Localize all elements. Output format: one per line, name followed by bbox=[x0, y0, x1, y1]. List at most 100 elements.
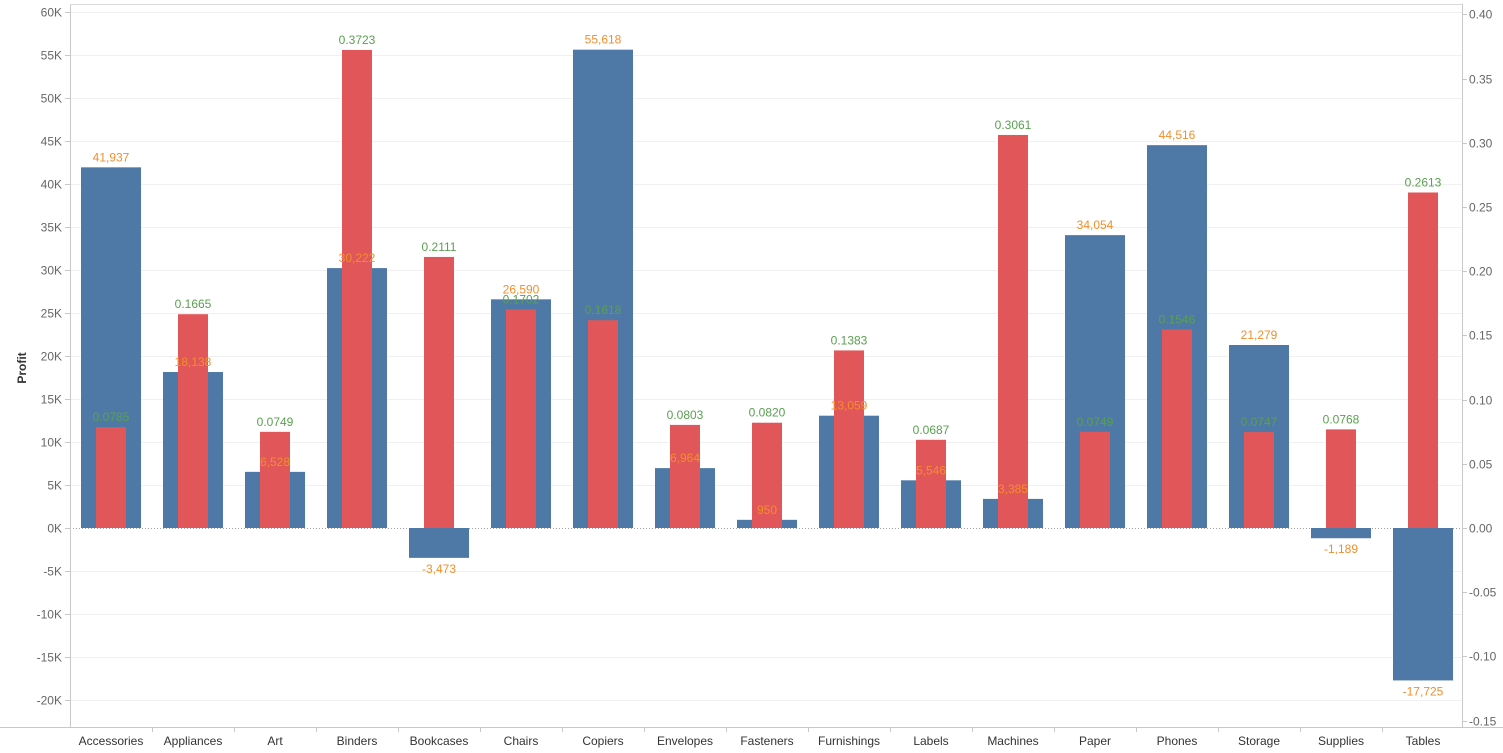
category-label: Accessories bbox=[79, 734, 144, 748]
right-tick-label: -0.05 bbox=[1469, 586, 1497, 600]
ratio-bar bbox=[752, 422, 782, 528]
right-tick-label: 0.15 bbox=[1469, 329, 1493, 343]
right-tick-label: 0.40 bbox=[1469, 8, 1493, 22]
left-tick-label: -5K bbox=[43, 565, 62, 579]
ratio-bar bbox=[916, 439, 946, 528]
profit-bars bbox=[81, 49, 1453, 681]
profit-value-label: 30,222 bbox=[339, 251, 376, 265]
ratio-bar bbox=[342, 49, 372, 529]
category-label: Fasteners bbox=[740, 734, 793, 748]
ratio-bar bbox=[670, 424, 700, 528]
ratio-bar bbox=[506, 309, 536, 528]
ratio-bar bbox=[1244, 432, 1274, 528]
left-tick-label: 60K bbox=[41, 6, 62, 20]
ratio-bar bbox=[1326, 429, 1356, 528]
left-tick-label: 20K bbox=[41, 350, 62, 364]
category-label: Copiers bbox=[582, 734, 623, 748]
ratio-value-label: 0.2613 bbox=[1405, 175, 1442, 189]
left-tick-label: 0K bbox=[47, 522, 62, 536]
left-tick-label: 50K bbox=[41, 92, 62, 106]
category-label: Furnishings bbox=[818, 734, 880, 748]
profit-value-label: 6,964 bbox=[670, 451, 700, 465]
left-tick-label: 25K bbox=[41, 307, 62, 321]
data-labels: 41,937 0.0785 18,138 0.1665 6,528 0.0749 30,22… bbox=[93, 33, 1444, 699]
profit-value-label: 55,618 bbox=[585, 33, 622, 47]
right-tick-label: 0.35 bbox=[1469, 73, 1493, 87]
right-tick-label: 0.30 bbox=[1469, 137, 1493, 151]
profit-value-label: -3,473 bbox=[422, 562, 456, 576]
right-tick-label: 0.10 bbox=[1469, 394, 1493, 408]
ratio-bar bbox=[260, 431, 290, 528]
category-label: Phones bbox=[1157, 734, 1198, 748]
left-tick-label: 40K bbox=[41, 178, 62, 192]
ratio-value-label: 0.0785 bbox=[93, 410, 130, 424]
right-tick-label: -0.15 bbox=[1469, 715, 1497, 729]
category-label: Appliances bbox=[164, 734, 223, 748]
ratio-value-label: 0.1702 bbox=[503, 292, 540, 306]
left-tick-label: -10K bbox=[37, 608, 62, 622]
right-tick-label: 0.25 bbox=[1469, 201, 1493, 215]
ratio-value-label: 0.1383 bbox=[831, 333, 868, 347]
ratio-value-label: 0.0749 bbox=[1077, 415, 1114, 429]
ratio-bar bbox=[424, 256, 454, 528]
left-tick-label: 5K bbox=[47, 479, 62, 493]
ratio-value-label: 0.0820 bbox=[749, 406, 786, 420]
ratio-bar bbox=[1080, 431, 1110, 528]
ratio-bar bbox=[1162, 329, 1192, 528]
profit-value-label: 41,937 bbox=[93, 150, 130, 164]
ratio-value-label: 0.2111 bbox=[422, 240, 457, 254]
category-label: Supplies bbox=[1318, 734, 1364, 748]
ratio-bar bbox=[834, 350, 864, 528]
left-tick-label: 35K bbox=[41, 221, 62, 235]
category-label: Storage bbox=[1238, 734, 1280, 748]
ratio-value-label: 0.1665 bbox=[175, 297, 212, 311]
ratio-bar bbox=[178, 314, 208, 528]
ratio-value-label: 0.1546 bbox=[1159, 312, 1196, 326]
profit-bar bbox=[1311, 528, 1371, 539]
ratio-value-label: 0.0803 bbox=[667, 408, 704, 422]
profit-value-label: 3,385 bbox=[998, 482, 1028, 496]
profit-value-label: 13,059 bbox=[831, 399, 868, 413]
profit-bar bbox=[409, 528, 469, 558]
profit-value-label: 5,546 bbox=[916, 463, 946, 477]
ratio-bar bbox=[1408, 192, 1438, 529]
ratio-value-label: 0.0747 bbox=[1241, 415, 1278, 429]
profit-value-label: 44,516 bbox=[1159, 128, 1196, 142]
category-label: Binders bbox=[337, 734, 378, 748]
category-label: Chairs bbox=[504, 734, 539, 748]
category-label: Tables bbox=[1406, 734, 1441, 748]
ratio-bar bbox=[588, 320, 618, 528]
category-label: Envelopes bbox=[657, 734, 713, 748]
left-tick-label: -15K bbox=[37, 651, 62, 665]
category-label: Machines bbox=[987, 734, 1038, 748]
profit-value-label: 18,138 bbox=[175, 355, 212, 369]
ratio-value-label: 0.0768 bbox=[1323, 412, 1360, 426]
ratio-bar bbox=[96, 427, 126, 528]
ratio-value-label: 0.0749 bbox=[257, 415, 294, 429]
ratio-value-label: 0.0687 bbox=[913, 423, 950, 437]
profit-value-label: 21,279 bbox=[1241, 328, 1278, 342]
ratio-value-label: 0.1618 bbox=[585, 303, 622, 317]
profit-value-label: -17,725 bbox=[1403, 684, 1444, 698]
profit-value-label: 6,528 bbox=[260, 455, 290, 469]
left-tick-label: 30K bbox=[41, 264, 62, 278]
ratio-value-label: 0.3061 bbox=[995, 118, 1032, 132]
right-tick-label: 0.20 bbox=[1469, 265, 1493, 279]
ratio-value-label: 0.3723 bbox=[339, 33, 376, 47]
category-label: Labels bbox=[913, 734, 948, 748]
left-tick-label: 45K bbox=[41, 135, 62, 149]
right-tick-label: 0.05 bbox=[1469, 458, 1493, 472]
right-tick-label: -0.10 bbox=[1469, 650, 1497, 664]
profit-value-label: 950 bbox=[757, 503, 777, 517]
category-label: Art bbox=[267, 734, 283, 748]
y-axis-title: Profit bbox=[15, 352, 29, 383]
profit-bar bbox=[1393, 528, 1453, 681]
left-tick-label: 55K bbox=[41, 49, 62, 63]
category-label: Bookcases bbox=[410, 734, 469, 748]
profit-value-label: 26,590 bbox=[503, 282, 540, 296]
left-tick-label: 10K bbox=[41, 436, 62, 450]
left-tick-label: -20K bbox=[37, 694, 62, 708]
profit-value-label: 34,054 bbox=[1077, 218, 1114, 232]
